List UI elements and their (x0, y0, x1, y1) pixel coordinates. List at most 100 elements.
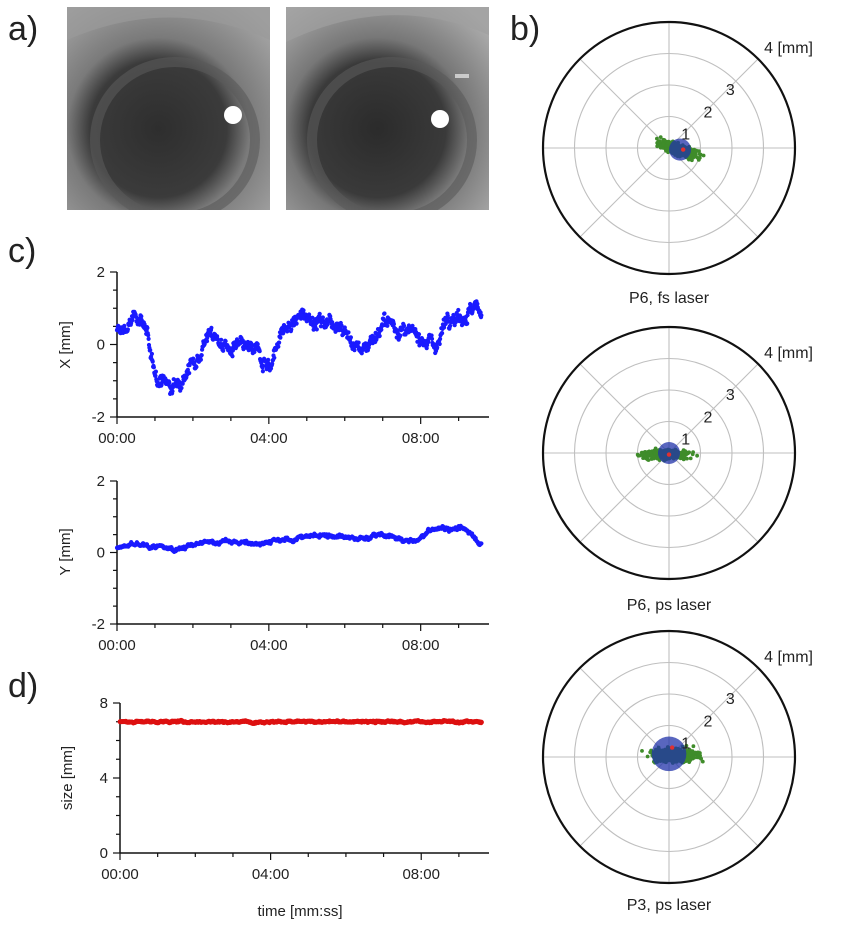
data-point (446, 316, 451, 321)
data-point (266, 357, 271, 362)
polar-radial-label: 3 (726, 691, 735, 708)
data-point (377, 333, 382, 339)
data-point (435, 345, 440, 350)
polar-point (661, 142, 665, 147)
data-point (219, 337, 224, 342)
data-point (401, 323, 407, 328)
data-point (416, 332, 422, 337)
data-point (194, 364, 199, 370)
x-tick-label: 04:00 (252, 866, 290, 883)
data-point (285, 329, 290, 334)
polar-outer-circle (541, 20, 797, 276)
polar-point (640, 749, 644, 753)
data-point (153, 369, 158, 374)
data-point (440, 331, 445, 336)
data-point (448, 323, 453, 328)
polar-plot-p6-fs: 123 4 [mm] P6, fs laser (541, 20, 813, 307)
data-point (479, 541, 484, 546)
x-tick-label: 04:00 (250, 430, 288, 447)
x-tick-label: 00:00 (101, 866, 139, 883)
polar-point (687, 760, 692, 764)
polar-point (658, 135, 663, 140)
data-point (255, 342, 260, 347)
data-point (257, 349, 262, 354)
data-point (276, 344, 281, 349)
data-point (289, 327, 294, 332)
panel-label-d: d) (8, 667, 38, 705)
x-tick-label: 08:00 (402, 637, 440, 654)
data-point (468, 304, 473, 309)
polar-spoke (668, 756, 759, 847)
polar-radial-label: 2 (704, 104, 713, 121)
data-point (307, 312, 312, 317)
y-tick-label: 2 (97, 264, 105, 281)
y-tick-label: 8 (100, 695, 108, 712)
data-point (215, 337, 220, 342)
polar-point (692, 755, 697, 760)
data-point (391, 322, 396, 327)
data-point (125, 327, 130, 332)
data-point (270, 361, 275, 366)
size-chart: 00:00 04:00 08:00 0 4 8 size [mm] time [mm:ss… (59, 695, 489, 920)
y-tick-label: 0 (97, 337, 105, 354)
polar-point (655, 136, 659, 141)
data-point (426, 339, 431, 345)
polar-plot-p3-ps: 123 4 [mm] P3, ps laser (541, 629, 813, 914)
data-point (379, 327, 384, 332)
data-point (317, 311, 322, 316)
data-point (330, 320, 335, 325)
data-point (456, 307, 461, 313)
polar-point (657, 140, 661, 145)
data-point (278, 335, 283, 340)
polar-point (697, 752, 702, 757)
y-tick-label: -2 (92, 616, 105, 633)
polar-spoke (668, 58, 759, 149)
polar-radial-label: 4 [mm] (764, 345, 813, 362)
data-point (149, 351, 154, 356)
y-tick-label: 2 (97, 473, 105, 490)
size-chart-xlabel: time [mm:ss] (258, 903, 343, 920)
polar-point (697, 156, 702, 160)
data-point (281, 331, 286, 336)
polar-point (635, 452, 640, 457)
data-point (429, 336, 435, 341)
polar-point (694, 148, 699, 153)
polar-radial-label: 2 (704, 713, 713, 730)
data-point (458, 314, 463, 319)
data-point (191, 356, 196, 361)
data-point (130, 318, 135, 323)
x-position-chart: 00:00 04:00 08:00 -2 0 2 X [mm] (57, 264, 489, 447)
polar-point (693, 750, 697, 755)
y-tick-label: 4 (100, 770, 108, 787)
data-point (437, 341, 442, 347)
polar-title: P6, fs laser (629, 290, 710, 307)
polar-point (645, 452, 650, 456)
size-chart-ylabel: size [mm] (59, 746, 76, 810)
polar-spoke (579, 147, 670, 238)
data-point (180, 381, 185, 386)
polar-point (691, 450, 695, 454)
data-point (356, 340, 361, 345)
data-point (475, 301, 480, 306)
eye-image-right (286, 7, 489, 210)
polar-radial-label: 1 (681, 432, 690, 449)
data-point (339, 323, 344, 328)
x-tick-label: 04:00 (250, 637, 288, 654)
polar-spoke (668, 147, 759, 238)
data-point (230, 354, 235, 359)
data-point (438, 336, 443, 341)
data-point (479, 719, 484, 725)
data-point (148, 348, 153, 353)
polar-title: P3, ps laser (627, 897, 712, 914)
corneal-reflection-right (431, 110, 449, 128)
polar-point (648, 750, 653, 755)
data-point (318, 324, 323, 329)
corneal-reflection-left (224, 106, 242, 124)
x-chart-ylabel: X [mm] (57, 321, 74, 369)
panel-label-a: a) (8, 10, 38, 48)
data-point (145, 325, 150, 331)
polar-radial-label: 4 [mm] (764, 40, 813, 57)
polar-radial-label: 4 [mm] (764, 649, 813, 666)
data-point (385, 323, 390, 328)
